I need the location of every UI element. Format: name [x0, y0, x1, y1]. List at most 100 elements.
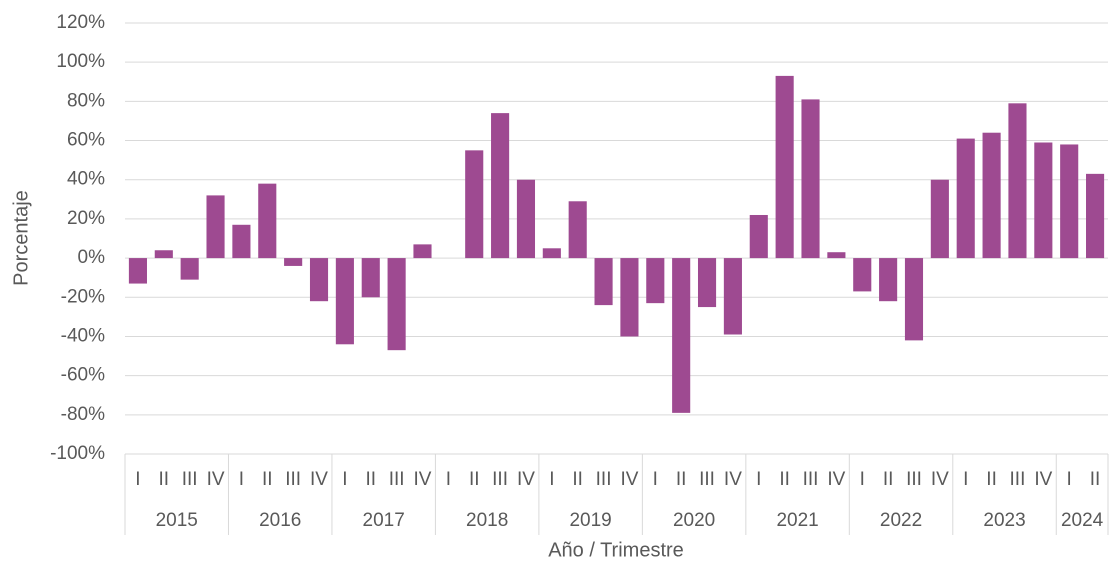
bar	[827, 252, 846, 259]
y-tick-label: -80%	[61, 404, 105, 425]
x-tick-label: I	[446, 469, 451, 490]
bar	[465, 150, 484, 259]
bar	[749, 214, 768, 259]
x-tick-label: IV	[724, 469, 742, 490]
x-tick-label: III	[492, 469, 508, 490]
bar	[284, 258, 303, 266]
group-label: 2017	[363, 510, 405, 531]
group-label: 2024	[1061, 510, 1104, 531]
bar	[594, 258, 613, 306]
y-tick-label: 0%	[78, 247, 106, 268]
y-tick-label: -40%	[61, 325, 105, 346]
group-label: 2023	[983, 510, 1025, 531]
bar	[180, 258, 199, 280]
x-tick-label: I	[860, 469, 865, 490]
x-tick-label: II	[469, 469, 480, 490]
y-tick-label: -60%	[61, 365, 105, 386]
bar	[646, 258, 665, 304]
bar	[206, 195, 225, 259]
x-tick-label: III	[596, 469, 612, 490]
y-tick-label: 100%	[56, 51, 105, 72]
bar	[1060, 144, 1079, 259]
bar	[232, 224, 251, 259]
x-tick-label: II	[572, 469, 583, 490]
bar	[723, 258, 742, 335]
x-tick-label: II	[262, 469, 273, 490]
bar	[697, 258, 717, 308]
bar	[982, 132, 1001, 259]
bar	[879, 258, 898, 302]
bar	[672, 258, 691, 413]
y-tick-label: 40%	[67, 169, 105, 190]
x-tick-label: I	[1067, 469, 1072, 490]
bar	[361, 258, 380, 298]
bar	[1034, 142, 1053, 259]
x-tick-label: II	[676, 469, 687, 490]
group-label: 2015	[156, 510, 198, 531]
x-tick-label: I	[342, 469, 347, 490]
x-tick-label: III	[182, 469, 198, 490]
bar	[154, 250, 173, 259]
bar	[775, 75, 794, 259]
x-tick-label: IV	[310, 469, 328, 490]
bar	[258, 183, 277, 259]
x-tick-label: III	[1010, 469, 1026, 490]
y-tick-label: 120%	[56, 12, 105, 33]
bar	[413, 244, 432, 259]
x-tick-label: I	[549, 469, 554, 490]
bar	[516, 179, 536, 259]
bar	[1086, 173, 1105, 259]
bar	[309, 258, 329, 302]
group-label: 2021	[776, 510, 818, 531]
y-tick-label: 80%	[67, 90, 105, 111]
x-tick-label: IV	[827, 469, 845, 490]
bar	[620, 258, 639, 337]
y-axis-title: Porcentaje	[10, 190, 32, 286]
bar	[491, 113, 510, 259]
group-label: 2018	[466, 510, 508, 531]
group-label: 2019	[569, 510, 611, 531]
x-tick-label: III	[803, 469, 819, 490]
y-tick-label: 60%	[67, 130, 105, 151]
group-label: 2022	[880, 510, 922, 531]
group-label: 2016	[259, 510, 301, 531]
x-tick-label: II	[986, 469, 997, 490]
x-tick-label: IV	[207, 469, 225, 490]
x-tick-label: IV	[620, 469, 638, 490]
group-label: 2020	[673, 510, 715, 531]
bar	[801, 99, 820, 259]
x-tick-label: II	[883, 469, 894, 490]
bar	[387, 258, 406, 351]
bar	[542, 248, 561, 259]
x-tick-label: III	[389, 469, 405, 490]
x-tick-label: III	[285, 469, 301, 490]
bar	[956, 138, 975, 259]
y-tick-label: -20%	[61, 286, 105, 307]
x-tick-label: IV	[1034, 469, 1052, 490]
x-tick-label: IV	[414, 469, 432, 490]
x-tick-label: IV	[931, 469, 949, 490]
x-tick-label: I	[653, 469, 658, 490]
y-tick-label: -100%	[50, 443, 105, 464]
x-tick-label: IV	[517, 469, 535, 490]
bar	[128, 258, 147, 284]
x-tick-label: III	[906, 469, 922, 490]
x-tick-label: I	[239, 469, 244, 490]
x-tick-label: I	[756, 469, 761, 490]
bar	[335, 258, 354, 345]
x-tick-label: II	[159, 469, 170, 490]
x-tick-label: II	[365, 469, 376, 490]
x-tick-label: II	[1090, 469, 1101, 490]
bar	[1008, 103, 1027, 259]
x-tick-label: I	[135, 469, 140, 490]
x-tick-label: II	[779, 469, 790, 490]
x-axis-title: Año / Trimestre	[548, 539, 684, 561]
bar	[904, 258, 924, 341]
y-tick-label: 20%	[67, 208, 105, 229]
x-tick-label: III	[699, 469, 715, 490]
bar	[930, 179, 949, 259]
bar	[568, 201, 587, 259]
bar	[853, 258, 872, 292]
x-tick-label: I	[963, 469, 968, 490]
